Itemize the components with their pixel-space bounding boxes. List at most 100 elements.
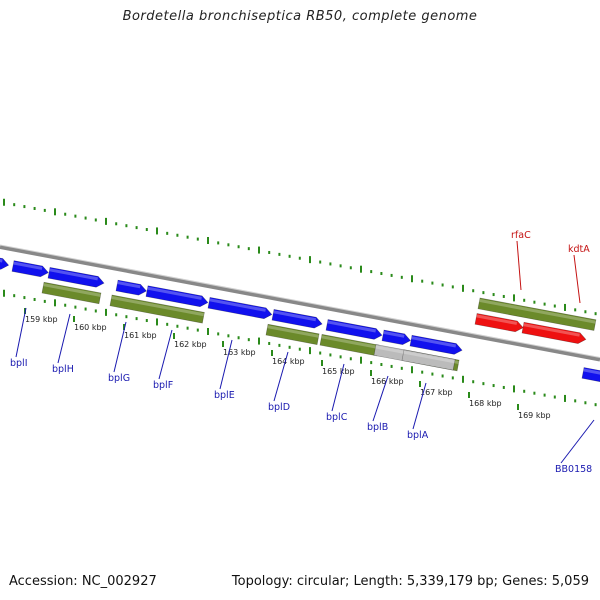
inner-tick — [278, 343, 281, 347]
gene-features[interactable] — [0, 255, 600, 384]
gene-leader-line — [273, 351, 289, 402]
genome-backbone — [0, 244, 600, 362]
outer-tick — [380, 272, 383, 276]
inner-tick — [105, 308, 107, 316]
forward-gene[interactable] — [271, 309, 323, 329]
outer-tick — [543, 302, 546, 306]
gene-leader-line — [219, 339, 233, 390]
scale-label: 162 kbp — [174, 340, 207, 349]
forward-gene[interactable] — [0, 255, 10, 270]
reverse-gene[interactable] — [41, 281, 102, 305]
outer-tick — [13, 203, 16, 207]
forward-gene[interactable] — [145, 285, 209, 308]
gene-label-bplg[interactable]: bplG — [108, 373, 130, 384]
outer-tick — [54, 208, 56, 216]
inner-tick — [298, 347, 301, 351]
outer-tick — [23, 205, 26, 209]
reverse-gene[interactable] — [109, 294, 205, 324]
gene-label-bplh[interactable]: bplH — [52, 364, 74, 375]
forward-gene[interactable] — [581, 367, 600, 384]
outer-tick — [431, 281, 434, 285]
outer-tick — [564, 303, 566, 311]
gene-label-kdta[interactable]: kdtA — [568, 244, 590, 255]
gene-label-bb0158[interactable]: BB0158 — [555, 464, 592, 475]
gene-leader-line — [560, 419, 595, 464]
reverse-gene[interactable] — [477, 297, 597, 331]
forward-gene[interactable] — [11, 260, 49, 278]
inner-tick — [268, 341, 271, 345]
inner-tick — [319, 351, 322, 355]
gene-label-bpld[interactable]: bplD — [268, 402, 290, 413]
outer-tick — [247, 247, 250, 251]
outer-tick — [339, 264, 342, 268]
gene-label-bplb[interactable]: bplB — [367, 422, 388, 433]
outer-tick — [125, 224, 128, 228]
inner-tick — [135, 317, 138, 321]
outer-tick — [237, 245, 240, 249]
pseudo-gene[interactable] — [401, 349, 456, 371]
gene-label-bpla[interactable]: bplA — [407, 430, 429, 441]
reverse-gene[interactable] — [319, 334, 380, 357]
gene-label-bple[interactable]: bplE — [214, 390, 235, 401]
outer-tick — [441, 283, 444, 287]
inner-tick — [125, 315, 128, 319]
outer-tick — [309, 256, 311, 264]
outer-tick — [390, 273, 393, 277]
inner-tick — [543, 393, 546, 397]
outer-tick — [74, 214, 77, 218]
scale-labels: 159 kbp 160 kbp 161 kbp 162 kbp 163 kbp 164 k… — [24, 308, 551, 420]
forward-gene[interactable] — [381, 329, 412, 346]
reverse-gene[interactable] — [265, 323, 320, 345]
gene-leader-line — [412, 382, 427, 430]
outer-tick — [278, 252, 281, 256]
inner-tick — [349, 357, 352, 361]
outer-tick — [360, 265, 362, 273]
gene-leader-line — [15, 307, 27, 358]
gene-label-bpli[interactable]: bplI — [10, 358, 28, 369]
inner-tick — [482, 382, 485, 386]
inner-tick — [584, 401, 587, 405]
accession-text: Accession: NC_002927 — [9, 574, 157, 589]
inner-tick — [74, 305, 77, 309]
scale-label: 166 kbp — [371, 377, 404, 386]
forward-gene[interactable] — [115, 279, 148, 296]
gene-leader-line — [158, 329, 173, 380]
outer-tick — [135, 226, 138, 230]
outer-tick — [513, 294, 515, 302]
gene-label-bplf[interactable]: bplF — [153, 380, 173, 391]
outer-tick — [43, 208, 46, 212]
gene-label-bplc[interactable]: bplC — [326, 412, 348, 423]
inner-tick — [227, 334, 230, 338]
forward-gene[interactable] — [409, 334, 463, 355]
outer-tick — [268, 250, 271, 254]
inner-tick — [217, 332, 220, 336]
backbone-highlight — [0, 244, 600, 358]
inner-tick-track — [3, 289, 597, 407]
inner-tick — [288, 345, 291, 349]
outer-tick — [400, 275, 403, 279]
inner-tick — [462, 375, 464, 383]
forward-gene[interactable] — [325, 319, 383, 341]
forward-gene[interactable] — [47, 267, 105, 288]
highlight-gene[interactable] — [521, 321, 587, 345]
scale-label: 165 kbp — [322, 367, 355, 376]
inner-tick — [115, 313, 118, 317]
inner-tick — [166, 322, 169, 326]
outer-tick — [176, 233, 179, 237]
inner-tick — [492, 384, 495, 388]
inner-tick — [43, 299, 46, 303]
inner-tick — [54, 299, 56, 307]
gene-leader-line — [573, 254, 581, 304]
inner-tick — [64, 303, 67, 307]
inner-tick — [94, 309, 97, 313]
gene-label-rfac[interactable]: rfaC — [511, 230, 531, 241]
inner-tick — [564, 394, 566, 402]
scale-label: 163 kbp — [223, 348, 256, 357]
outer-tick — [156, 227, 158, 235]
outer-tick — [574, 308, 577, 312]
gene-labels[interactable]: bplI bplH bplG bplF bplE bplD bplC bplB bplA BB01… — [10, 230, 595, 475]
scale-label: 164 kbp — [272, 357, 305, 366]
forward-gene[interactable] — [207, 297, 273, 320]
highlight-gene[interactable] — [474, 313, 524, 333]
